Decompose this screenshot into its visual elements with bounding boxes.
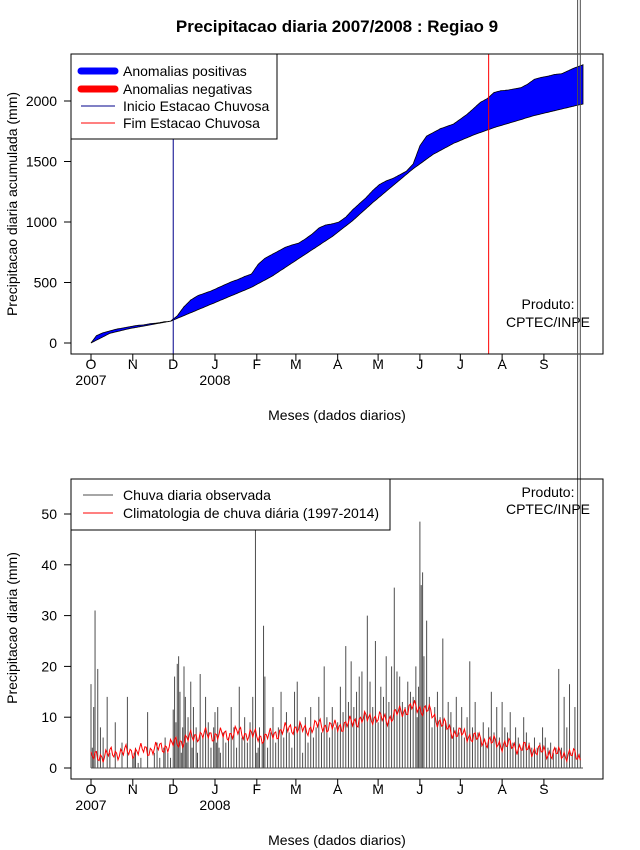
daily-bars xyxy=(90,0,583,769)
month-label: O xyxy=(86,356,97,372)
month-label: N xyxy=(128,781,138,797)
y-axis: 0 500 1000 1500 2000 xyxy=(26,93,71,351)
positive-anomaly xyxy=(90,64,584,344)
y-tick-label: 30 xyxy=(41,608,57,624)
product-label-2: Produto: xyxy=(522,484,575,500)
y-tick-label: 0 xyxy=(49,335,57,351)
y-tick-label: 500 xyxy=(34,275,58,291)
month-label: J xyxy=(457,781,464,797)
legend-label-start: Inicio Estacao Chuvosa xyxy=(123,98,270,114)
month-label: S xyxy=(539,781,548,797)
cumulative-chart: Precipitacao diaria 2007/2008 : Regiao 9… xyxy=(4,17,604,423)
y-axis-label-2: Precipitacao diaria (mm) xyxy=(4,552,20,704)
month-label: D xyxy=(168,781,178,797)
legend-box-2 xyxy=(70,478,391,531)
month-label: M xyxy=(290,781,302,797)
x-axis-label: Meses (dados diarios) xyxy=(268,407,406,423)
y-tick-label: 40 xyxy=(41,557,57,573)
legend: Anomalias positivas Anomalias negativas … xyxy=(70,53,278,140)
month-label: A xyxy=(333,781,343,797)
daily-chart: 0 10 20 30 40 50 O N D J F M A M J J A S 2007 2008 Meses (… xyxy=(4,0,604,848)
month-label: J xyxy=(457,356,464,372)
year-label: 2008 xyxy=(199,372,230,388)
month-label: D xyxy=(168,356,178,372)
x-axis-2: O N D J F M A M J J A S 2007 2008 xyxy=(75,778,549,813)
y-tick-label: 20 xyxy=(41,658,57,674)
month-label: J xyxy=(212,781,219,797)
y-tick-label: 2000 xyxy=(26,93,57,109)
month-label: O xyxy=(86,781,97,797)
y-tick-label: 50 xyxy=(41,506,57,522)
month-label: F xyxy=(253,781,262,797)
chart-title: Precipitacao diaria 2007/2008 : Regiao 9 xyxy=(176,17,498,36)
product-label: Produto: xyxy=(522,296,575,312)
month-label: A xyxy=(333,356,343,372)
month-label: S xyxy=(539,356,548,372)
y-tick-label: 10 xyxy=(41,709,57,725)
y-axis-2: 0 10 20 30 40 50 xyxy=(41,506,71,776)
month-label: J xyxy=(212,356,219,372)
anomaly-area xyxy=(90,64,584,344)
x-axis: O N D J F M A M J J A S 2007 2008 xyxy=(75,353,549,388)
year-label: 2008 xyxy=(199,797,230,813)
month-label: F xyxy=(253,356,262,372)
month-label: J xyxy=(416,781,423,797)
legend-label-positive: Anomalias positivas xyxy=(123,63,247,79)
x-axis-label-2: Meses (dados diarios) xyxy=(268,832,406,848)
y-tick-label: 1000 xyxy=(26,214,57,230)
product-source-2: CPTEC/INPE xyxy=(506,501,590,517)
legend-label-observed: Chuva diaria observada xyxy=(123,487,271,503)
y-axis-label: Precipitacao diaria acumulada (mm) xyxy=(4,92,20,316)
month-label: M xyxy=(372,356,384,372)
month-label: M xyxy=(290,356,302,372)
legend-label-climatology: Climatologia de chuva diária (1997-2014) xyxy=(123,505,379,521)
year-label: 2007 xyxy=(75,372,106,388)
month-label: A xyxy=(497,781,507,797)
y-tick-label: 1500 xyxy=(26,154,57,170)
month-label: N xyxy=(128,356,138,372)
month-label: J xyxy=(416,356,423,372)
year-label: 2007 xyxy=(75,797,106,813)
legend-2: Chuva diaria observada Climatologia de c… xyxy=(70,478,391,531)
legend-label-end: Fim Estacao Chuvosa xyxy=(123,115,260,131)
month-label: A xyxy=(497,356,507,372)
month-label: M xyxy=(372,781,384,797)
legend-label-negative: Anomalias negativas xyxy=(123,81,252,97)
y-tick-label: 0 xyxy=(49,760,57,776)
product-source: CPTEC/INPE xyxy=(506,314,590,330)
climatology-line xyxy=(90,700,581,764)
